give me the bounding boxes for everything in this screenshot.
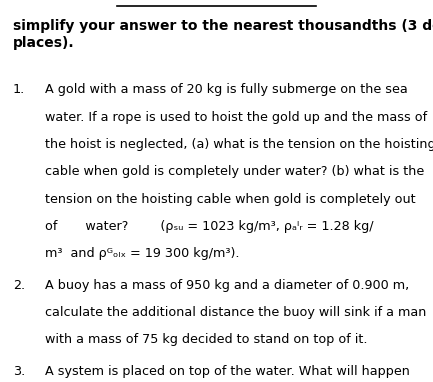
Text: A system is placed on top of the water. What will happen: A system is placed on top of the water. … <box>45 364 410 377</box>
Text: m³  and ρᴳₒₗₓ = 19 300 kg/m³).: m³ and ρᴳₒₗₓ = 19 300 kg/m³). <box>45 248 240 261</box>
Text: 3.: 3. <box>13 364 25 377</box>
Text: the hoist is neglected, (a) what is the tension on the hoisting: the hoist is neglected, (a) what is the … <box>45 138 433 151</box>
Text: of       water?        (ρₛᵤ = 1023 kg/m³, ρₐᴵᵣ = 1.28 kg/: of water? (ρₛᵤ = 1023 kg/m³, ρₐᴵᵣ = 1.28… <box>45 220 374 233</box>
Text: tension on the hoisting cable when gold is completely out: tension on the hoisting cable when gold … <box>45 193 416 206</box>
Text: 1.: 1. <box>13 83 25 96</box>
Text: simplify your answer to the nearest thousandths (3 decimal
places).: simplify your answer to the nearest thou… <box>13 19 433 50</box>
Text: A gold with a mass of 20 kg is fully submerge on the sea: A gold with a mass of 20 kg is fully sub… <box>45 83 408 96</box>
Text: water. If a rope is used to hoist the gold up and the mass of: water. If a rope is used to hoist the go… <box>45 110 428 123</box>
Text: cable when gold is completely under water? (b) what is the: cable when gold is completely under wate… <box>45 165 425 178</box>
Text: 2.: 2. <box>13 278 25 291</box>
Text: A buoy has a mass of 950 kg and a diameter of 0.900 m,: A buoy has a mass of 950 kg and a diamet… <box>45 278 410 291</box>
Text: with a mass of 75 kg decided to stand on top of it.: with a mass of 75 kg decided to stand on… <box>45 333 368 346</box>
Text: calculate the additional distance the buoy will sink if a man: calculate the additional distance the bu… <box>45 306 427 319</box>
